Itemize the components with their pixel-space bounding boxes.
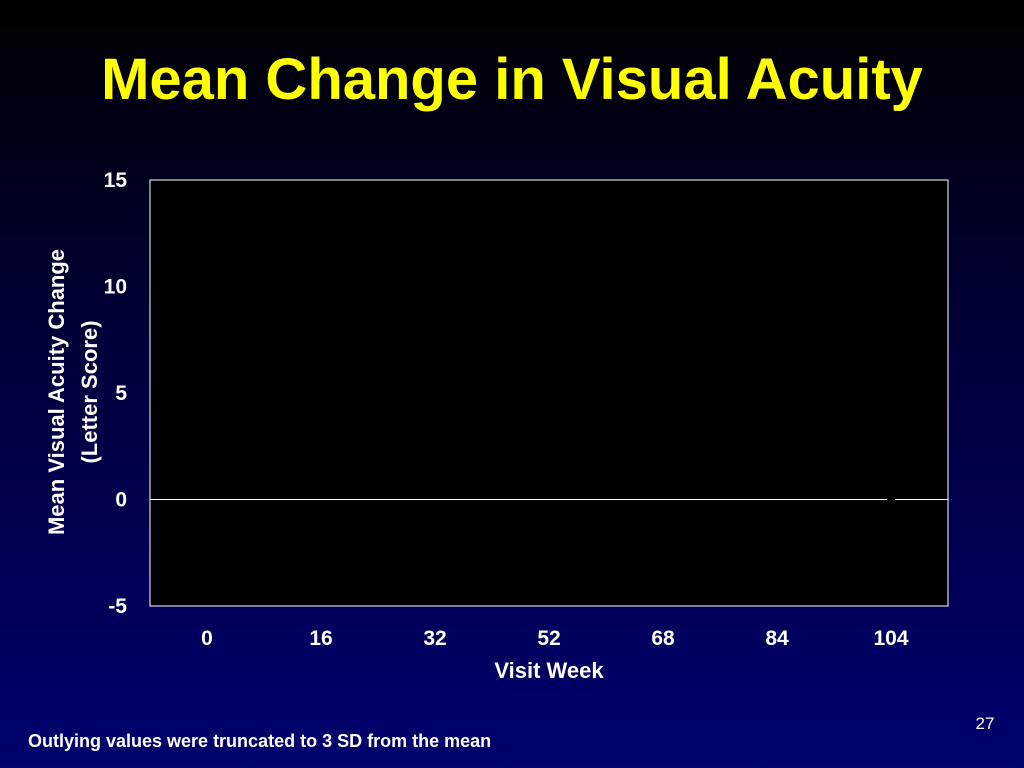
plot-area — [149, 179, 949, 607]
x-tick-label: 84 — [765, 627, 789, 650]
footnote: Outlying values were truncated to 3 SD f… — [28, 731, 492, 751]
y-axis-title: Mean Visual Acuity Change (Letter Score) — [44, 249, 102, 535]
x-tick-label: 0 — [201, 627, 213, 650]
y-axis-title-line-1: Mean Visual Acuity Change — [44, 249, 69, 535]
y-tick-label: 15 — [104, 169, 128, 192]
data-point — [887, 495, 895, 504]
x-axis-title: Visit Week — [494, 658, 604, 683]
data-markers — [887, 495, 895, 504]
x-tick-label: 32 — [423, 627, 446, 650]
y-tick-label: 0 — [115, 489, 127, 512]
x-tick-label: 16 — [309, 627, 332, 650]
x-tick-label: 68 — [651, 627, 675, 650]
y-tick-label: 10 — [104, 276, 127, 299]
y-axis-title-line-2: (Letter Score) — [77, 320, 102, 463]
page-number: 27 — [975, 714, 995, 733]
x-tick-labels: 0 16 32 52 68 84 104 — [201, 627, 909, 650]
x-tick-label: 52 — [537, 627, 560, 650]
y-tick-label: 5 — [115, 382, 127, 405]
y-tick-label: -5 — [108, 595, 127, 618]
y-tick-labels: 15 10 5 0 -5 — [104, 169, 128, 618]
slide-title: Mean Change in Visual Acuity — [101, 47, 923, 112]
x-tick-label: 104 — [873, 627, 908, 650]
